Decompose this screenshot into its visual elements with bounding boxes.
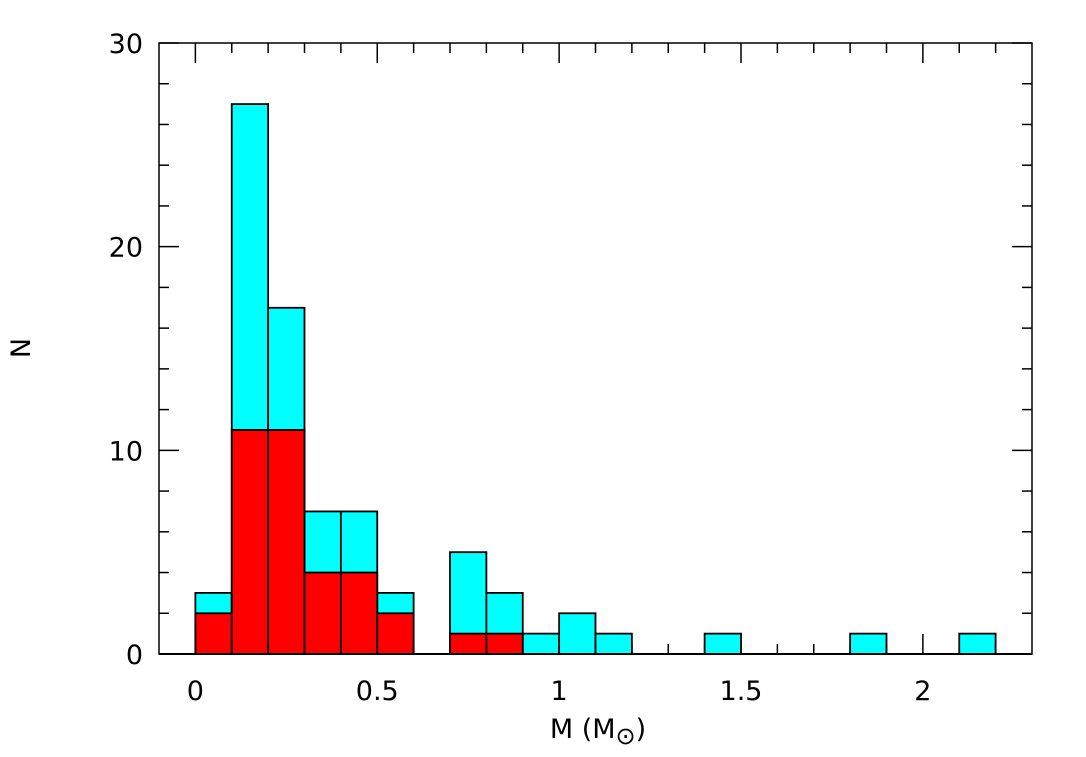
- x-tick-label: 0: [187, 676, 204, 707]
- red-bar-0.4: [339, 571, 379, 655]
- cyan-bar-1.0: [558, 612, 597, 655]
- cyan-series-bars: [194, 103, 997, 655]
- x-axis-label-sub: ⊙: [616, 722, 636, 750]
- x-tick-label: 1: [551, 676, 568, 707]
- cyan-bar-1.1: [594, 632, 633, 655]
- red-bar-0.7: [449, 632, 488, 655]
- cyan-bar-1.4: [703, 632, 742, 655]
- x-tick-label: 2: [914, 676, 931, 707]
- x-tick-label: 0.5: [356, 676, 399, 707]
- red-bar-0.0: [194, 612, 233, 655]
- red-bar-0.8: [485, 632, 524, 655]
- plot-frame: [158, 42, 1033, 655]
- y-tick-label: 20: [109, 233, 143, 264]
- red-bar-0.5: [376, 612, 415, 655]
- x-tick-labels: 0 0.5 1 1.5 2: [187, 676, 932, 707]
- axis-ticks: [159, 42, 1032, 655]
- x-tick-label: 1.5: [720, 676, 763, 707]
- cyan-bar-1.8: [849, 632, 888, 655]
- y-tick-label: 10: [109, 436, 143, 467]
- red-bar-0.2: [267, 429, 306, 655]
- cyan-bar-0.9: [521, 632, 561, 655]
- y-tick-label: 30: [109, 29, 143, 60]
- x-axis-label-main: M (M: [550, 714, 616, 745]
- x-axis-label-close: ): [636, 714, 647, 745]
- y-tick-labels: 0 10 20 30: [109, 29, 143, 671]
- x-axis-label: M (M⊙): [550, 714, 646, 750]
- y-axis-label: N: [6, 338, 37, 358]
- red-bar-0.1: [230, 429, 270, 655]
- red-bar-0.3: [303, 571, 342, 655]
- cyan-bar-2.1: [958, 632, 997, 655]
- y-tick-label: 0: [126, 640, 143, 671]
